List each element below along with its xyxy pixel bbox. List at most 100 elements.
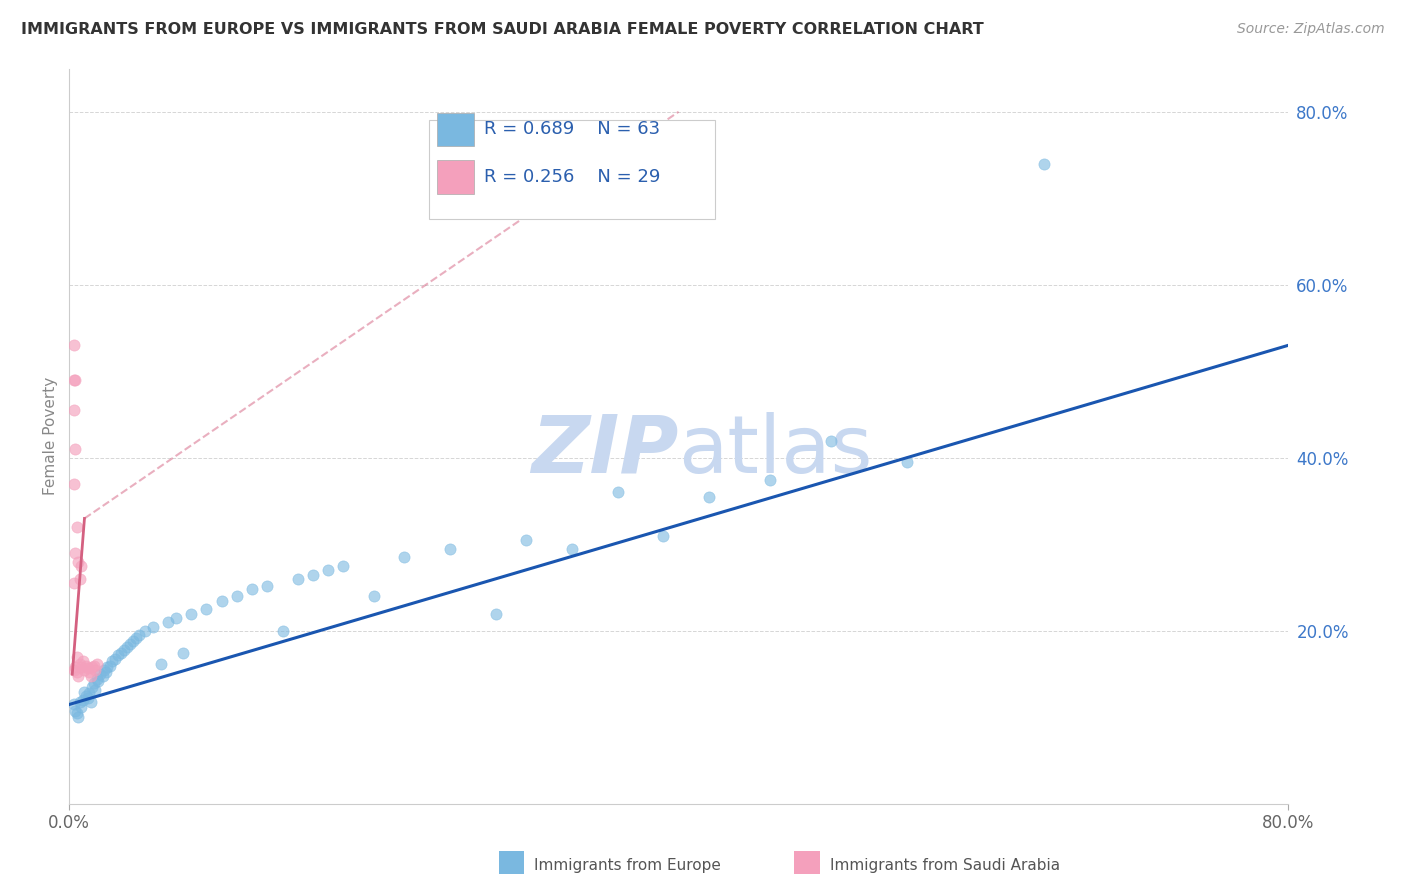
- Text: R = 0.689    N = 63: R = 0.689 N = 63: [484, 120, 659, 138]
- Point: [173, 646, 195, 660]
- Point: [75, 689, 97, 703]
- Point: [240, 582, 263, 597]
- Point: [271, 624, 294, 638]
- Point: [122, 634, 145, 648]
- Point: [256, 579, 278, 593]
- Point: [115, 640, 138, 654]
- Point: [107, 648, 129, 662]
- Point: [157, 615, 180, 630]
- Point: [67, 669, 90, 683]
- Point: [211, 593, 233, 607]
- Point: [195, 602, 218, 616]
- Point: [70, 660, 93, 674]
- Point: [89, 667, 111, 681]
- Point: [83, 676, 105, 690]
- Point: [87, 674, 110, 689]
- Point: [73, 684, 96, 698]
- Text: Source: ZipAtlas.com: Source: ZipAtlas.com: [1237, 22, 1385, 37]
- Point: [65, 442, 87, 457]
- Point: [72, 654, 94, 668]
- Point: [70, 700, 93, 714]
- Point: [76, 691, 98, 706]
- Point: [84, 663, 107, 677]
- Point: [65, 704, 87, 718]
- Point: [652, 529, 675, 543]
- Point: [62, 476, 84, 491]
- Point: [70, 559, 93, 574]
- Point: [76, 661, 98, 675]
- Point: [332, 559, 354, 574]
- Point: [112, 643, 135, 657]
- Point: [316, 563, 339, 577]
- Point: [1033, 157, 1056, 171]
- Point: [225, 590, 247, 604]
- Point: [94, 665, 117, 680]
- Text: IMMIGRANTS FROM EUROPE VS IMMIGRANTS FROM SAUDI ARABIA FEMALE POVERTY CORRELATIO: IMMIGRANTS FROM EUROPE VS IMMIGRANTS FRO…: [21, 22, 984, 37]
- Point: [73, 663, 96, 677]
- Point: [302, 567, 325, 582]
- Text: atlas: atlas: [679, 412, 873, 490]
- Point: [66, 520, 89, 534]
- Point: [79, 669, 101, 683]
- FancyBboxPatch shape: [437, 161, 474, 194]
- Point: [561, 541, 583, 556]
- Point: [142, 619, 165, 633]
- Point: [62, 403, 84, 417]
- Point: [62, 338, 84, 352]
- Point: [62, 663, 84, 677]
- Text: Immigrants from Europe: Immigrants from Europe: [534, 858, 721, 872]
- Point: [77, 665, 100, 679]
- Point: [86, 672, 108, 686]
- Point: [62, 576, 84, 591]
- Point: [62, 698, 84, 712]
- FancyBboxPatch shape: [429, 120, 716, 219]
- Point: [180, 607, 202, 621]
- Point: [65, 546, 87, 560]
- Point: [96, 660, 118, 674]
- Text: ZIP: ZIP: [531, 412, 679, 490]
- Point: [80, 680, 103, 694]
- Point: [69, 572, 91, 586]
- Point: [66, 665, 89, 680]
- Point: [62, 373, 84, 387]
- Point: [896, 455, 918, 469]
- Point: [363, 590, 385, 604]
- Point: [75, 658, 97, 673]
- Point: [128, 628, 150, 642]
- Point: [69, 657, 91, 671]
- Point: [93, 663, 115, 677]
- Point: [79, 695, 101, 709]
- Point: [697, 490, 720, 504]
- Point: [72, 693, 94, 707]
- Point: [77, 686, 100, 700]
- Point: [69, 695, 91, 709]
- Point: [287, 572, 309, 586]
- Point: [86, 657, 108, 671]
- Point: [104, 651, 127, 665]
- Point: [66, 706, 89, 720]
- Text: R = 0.256    N = 29: R = 0.256 N = 29: [484, 168, 659, 186]
- Point: [101, 654, 124, 668]
- Point: [820, 434, 842, 448]
- Y-axis label: Female Poverty: Female Poverty: [44, 377, 58, 495]
- Point: [66, 649, 89, 664]
- Point: [65, 660, 87, 674]
- Point: [134, 624, 156, 638]
- Point: [65, 373, 87, 387]
- Point: [759, 473, 782, 487]
- Point: [149, 657, 172, 671]
- Point: [120, 637, 142, 651]
- Text: Immigrants from Saudi Arabia: Immigrants from Saudi Arabia: [830, 858, 1060, 872]
- Point: [110, 646, 132, 660]
- Point: [67, 555, 90, 569]
- Point: [91, 669, 114, 683]
- Point: [125, 631, 148, 645]
- FancyBboxPatch shape: [437, 112, 474, 145]
- Point: [67, 710, 90, 724]
- Point: [439, 541, 461, 556]
- Point: [84, 682, 107, 697]
- Point: [80, 660, 103, 674]
- Point: [165, 611, 187, 625]
- Point: [606, 485, 628, 500]
- Point: [83, 658, 105, 673]
